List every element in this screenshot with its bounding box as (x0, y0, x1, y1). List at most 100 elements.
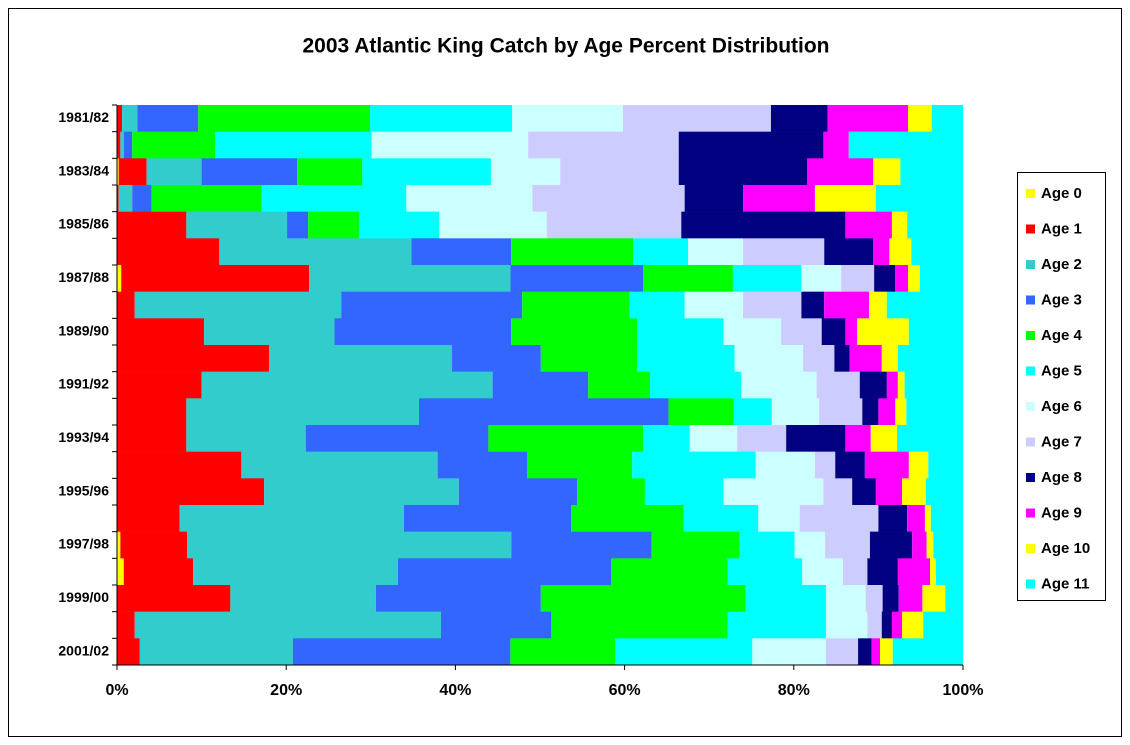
legend: Age 0 Age 1 Age 2 Age 3 Age 4 Age 5 Age 6 Age 7… (1026, 185, 1090, 592)
legend-label: Age 9 (1041, 504, 1082, 521)
legend-swatch (1026, 260, 1035, 269)
x-tick-label: 80% (778, 682, 810, 699)
bar-segment (732, 265, 802, 292)
y-tick-label: 1991/92 (58, 376, 109, 392)
bar-segment (186, 425, 306, 452)
bar-segment (869, 531, 913, 559)
bar-segment (193, 558, 398, 586)
bar-segment (146, 158, 202, 186)
bar-segment (117, 345, 270, 372)
bar-segment (187, 531, 512, 559)
bar-segment (637, 318, 724, 346)
y-tick-label: 1997/98 (58, 536, 109, 552)
bar-segment (117, 505, 180, 532)
bar-segment (821, 318, 846, 346)
bar-segment (550, 611, 728, 639)
bar-segment (900, 158, 963, 186)
bar-segment (358, 211, 440, 239)
bar-segment (186, 398, 420, 426)
bar-segment (122, 105, 138, 132)
bar-segment (867, 611, 882, 639)
bar-segment (930, 558, 936, 586)
bar-segment (439, 211, 547, 239)
bar-segment (611, 558, 728, 586)
bar-segment (803, 345, 835, 372)
bar-segment (681, 211, 846, 239)
bar-segment (770, 105, 828, 132)
bar-segment (857, 318, 909, 346)
bar-segment (629, 291, 685, 319)
bar-segment (201, 158, 298, 186)
bar-segment (117, 158, 119, 186)
legend-label: Age 3 (1041, 291, 1082, 308)
y-tick-label: 1983/84 (58, 162, 109, 178)
x-tick-label: 100% (943, 682, 984, 699)
bar-segment (723, 478, 824, 506)
bar-segment (739, 531, 795, 559)
bar-segment (827, 105, 909, 132)
bar-segment (835, 451, 865, 479)
bar-segment (532, 185, 685, 212)
bar-segment (878, 398, 896, 426)
bar-segment (230, 585, 376, 612)
bar-segment (117, 318, 205, 346)
bar-segment (870, 425, 898, 452)
bar-segment (151, 185, 262, 212)
bar-segment (668, 398, 734, 426)
bar-segment (923, 611, 963, 639)
bar-segment (825, 638, 859, 666)
bar-segment (807, 158, 874, 186)
legend-label: Age 10 (1041, 540, 1090, 557)
bar-segment (895, 265, 909, 292)
bar-segment (117, 105, 123, 132)
bar-segment (117, 611, 135, 639)
bar-segment (733, 398, 772, 426)
bar-segment (845, 318, 858, 346)
bar-segment (874, 265, 896, 292)
bar-segment (117, 265, 122, 292)
bar-segment (117, 371, 202, 399)
bar-segment (911, 238, 963, 266)
bar-segment (752, 638, 826, 666)
bar-segment (117, 398, 187, 426)
bar-segment (134, 611, 442, 639)
bar-segment (897, 425, 963, 452)
bar-segment (492, 371, 589, 399)
bar-segment (945, 585, 963, 612)
y-tick-label: 1989/90 (58, 322, 109, 338)
bar-segment (737, 425, 787, 452)
plot-area: 1981/82 1983/84 1985/86 1987/88 1989/90 1991/… (58, 104, 984, 699)
bar-segment (643, 265, 733, 292)
bar-segment (935, 558, 963, 586)
bar-segment (727, 558, 803, 586)
bar-segment (309, 265, 511, 292)
bar-segment (902, 611, 924, 639)
bar-segment (823, 131, 849, 159)
bar-segment (678, 131, 824, 159)
bar-segment (919, 265, 963, 292)
bar-segment (881, 345, 898, 372)
bar-segment (204, 318, 335, 346)
bar-segment (123, 558, 194, 586)
bar-segment (825, 611, 868, 639)
bar-segment (907, 211, 963, 239)
bar-segment (734, 345, 804, 372)
bar-segment (741, 371, 817, 399)
bar-segment (261, 185, 407, 212)
bar-segment (522, 291, 630, 319)
bar-segment (852, 478, 876, 506)
bar-segment (411, 238, 512, 266)
bar-segment (891, 211, 908, 239)
x-tick-label: 20% (270, 682, 302, 699)
bar-segment (637, 345, 735, 372)
bar-segment (441, 611, 551, 639)
bar-segment (198, 105, 370, 132)
legend-label: Age 0 (1041, 185, 1082, 202)
bar-segment (678, 158, 808, 186)
bar-segment (930, 505, 963, 532)
bar-segment (139, 638, 293, 666)
y-tick-label: 1995/96 (58, 482, 109, 498)
bar-segment (858, 638, 872, 666)
bar-segment (897, 371, 905, 399)
bar-segment (862, 398, 879, 426)
